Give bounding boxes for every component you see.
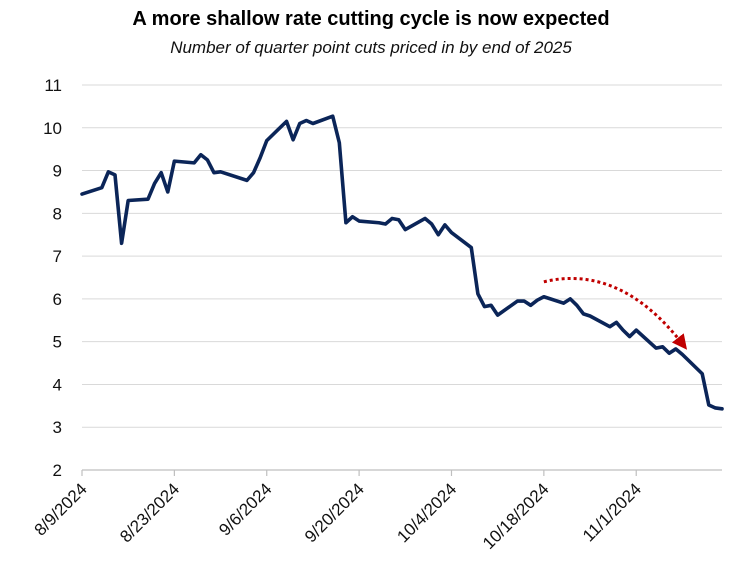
- y-tick-label: 11: [44, 76, 62, 95]
- chart-title: A more shallow rate cutting cycle is now…: [132, 8, 610, 30]
- y-tick-label: 2: [53, 461, 62, 480]
- y-tick-label: 10: [43, 119, 62, 138]
- y-tick-label: 6: [53, 290, 62, 309]
- x-tick-label: 8/23/2024: [116, 479, 183, 546]
- y-tick-label: 5: [53, 333, 62, 352]
- x-tick-label: 9/6/2024: [215, 479, 275, 539]
- series-line: [80, 114, 724, 411]
- x-tick-label: 8/9/2024: [31, 479, 91, 539]
- x-tick-label: 11/1/2024: [579, 479, 645, 545]
- trend-annotation-arrow: [543, 277, 688, 350]
- y-tick-label: 7: [53, 247, 62, 266]
- x-tick-label: 10/18/2024: [479, 479, 553, 553]
- x-tick-label: 10/4/2024: [393, 479, 460, 546]
- y-tick-label: 9: [53, 162, 62, 181]
- x-tick-label: 9/20/2024: [301, 479, 368, 546]
- y-tick-label: 4: [53, 375, 62, 394]
- y-tick-label: 8: [53, 204, 62, 223]
- y-tick-label: 3: [53, 418, 62, 437]
- chart-subtitle: Number of quarter point cuts priced in b…: [170, 38, 572, 57]
